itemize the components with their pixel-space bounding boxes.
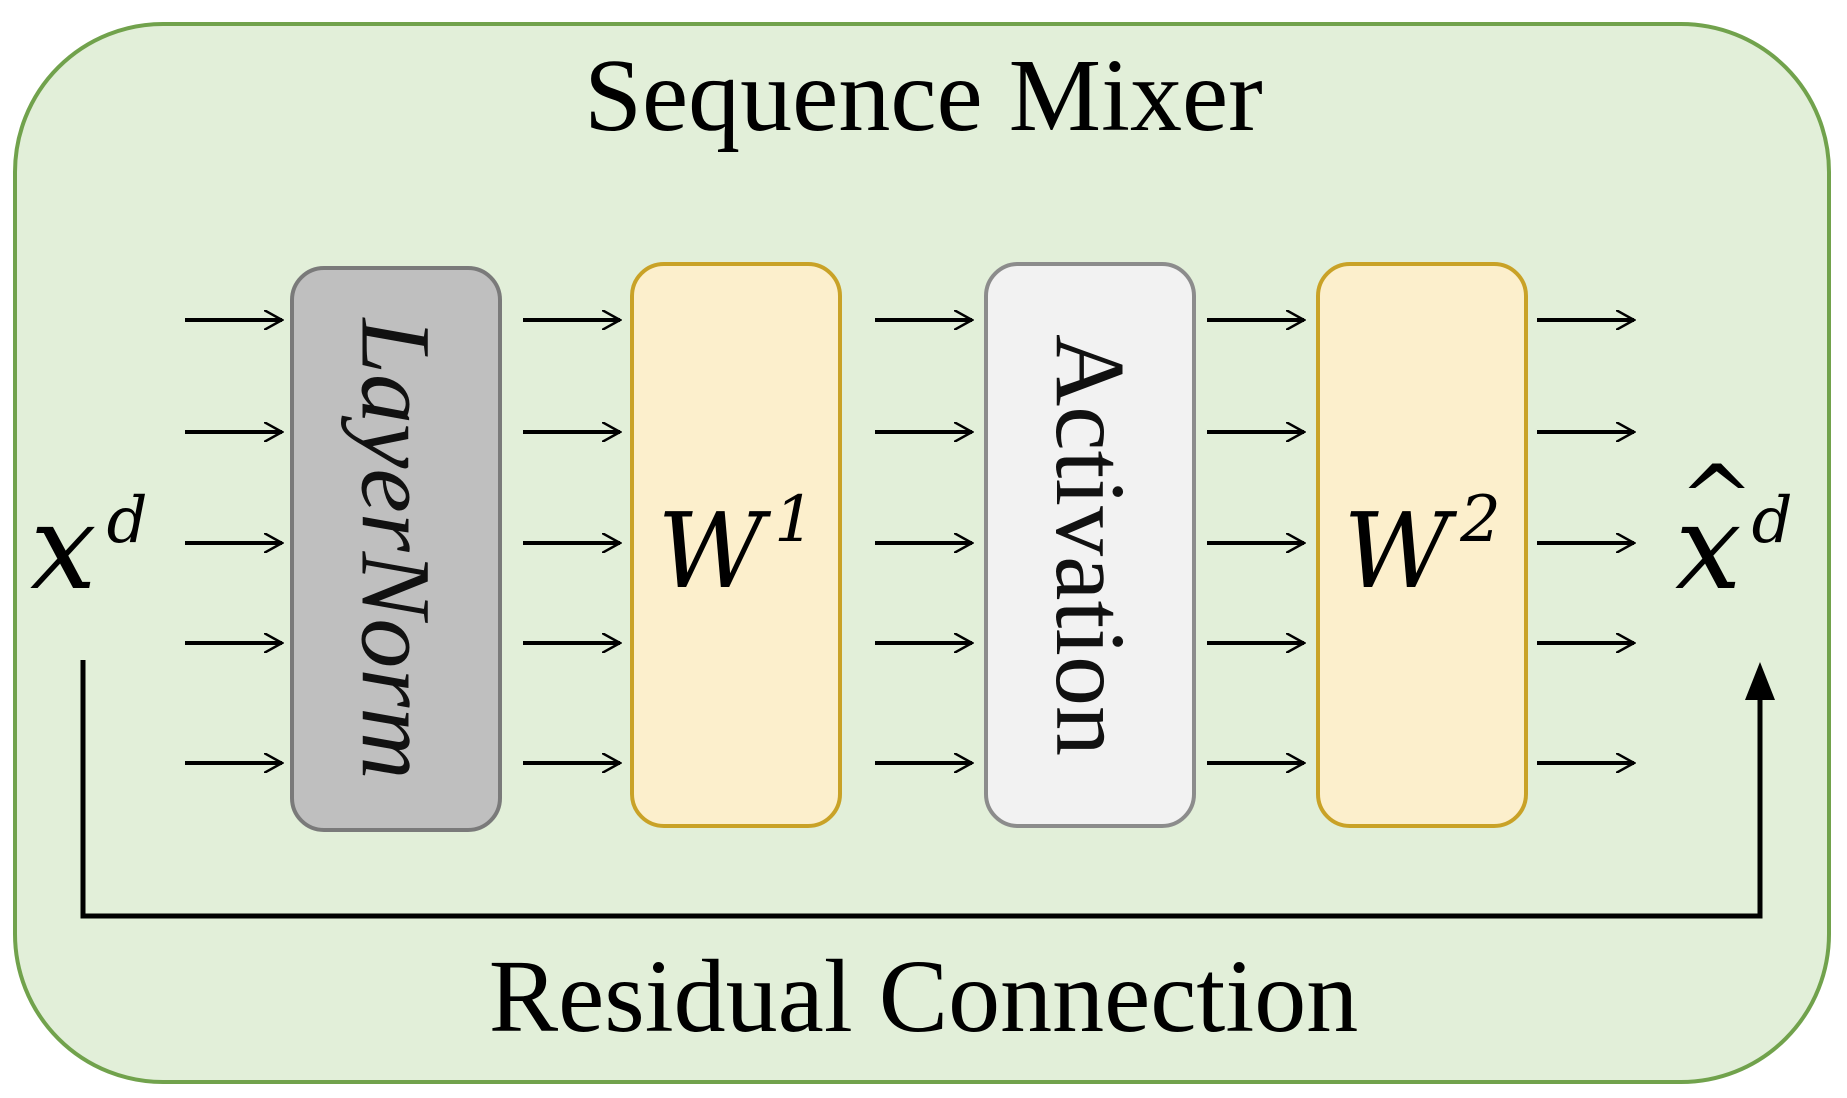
activation-label: Activation xyxy=(1040,334,1140,756)
layernorm-label: LayerNorm xyxy=(346,318,446,779)
residual-connection-caption: Residual Connection xyxy=(0,945,1847,1049)
residual-arrowhead xyxy=(1745,662,1775,700)
activation-block: Activation xyxy=(984,262,1196,828)
layernorm-block: LayerNorm xyxy=(290,266,502,832)
output-x-hat-label: x ^ d xyxy=(1675,488,1793,606)
